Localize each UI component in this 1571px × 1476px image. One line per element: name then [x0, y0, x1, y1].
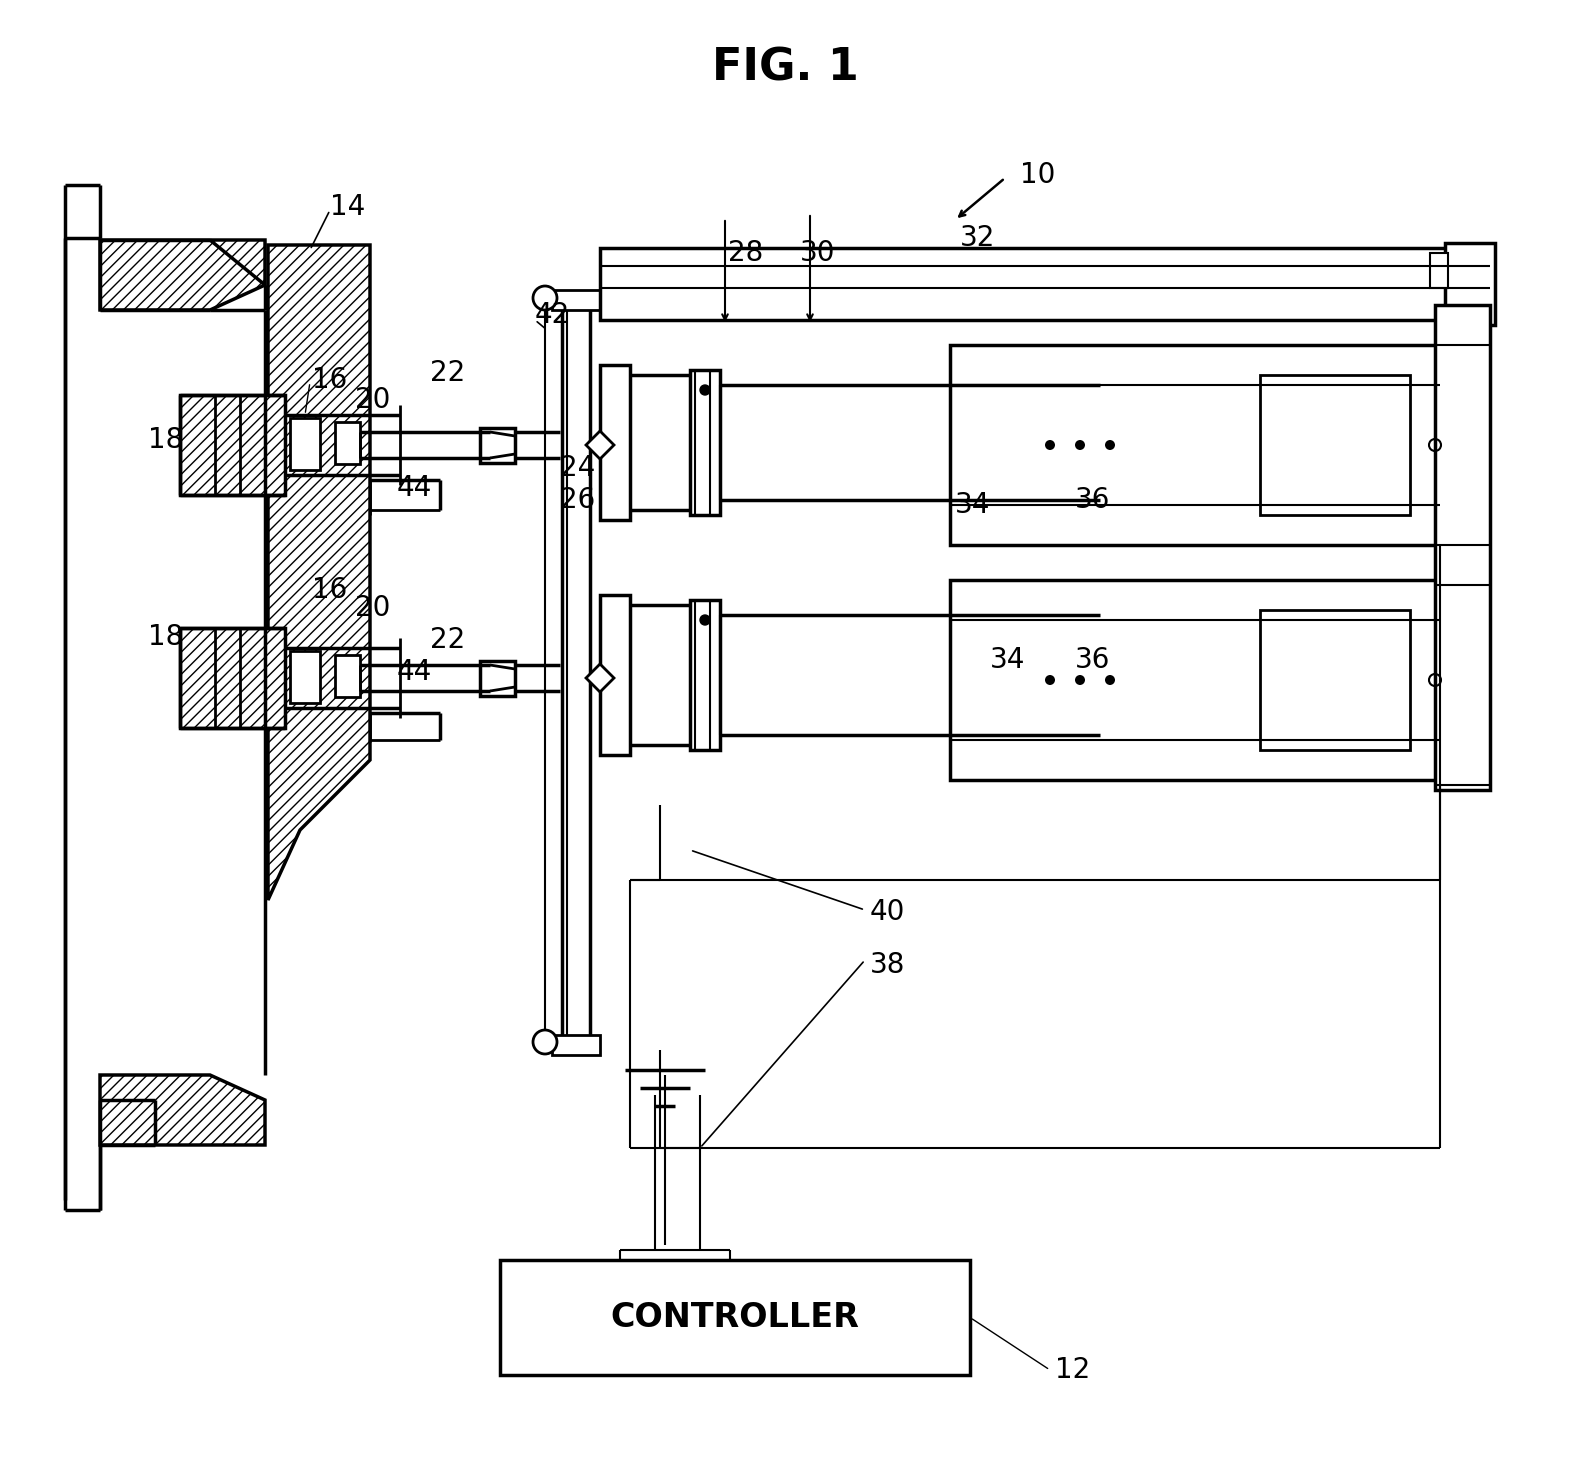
Circle shape: [533, 1030, 558, 1054]
Text: 14: 14: [330, 193, 364, 221]
Bar: [600, 365, 630, 520]
Bar: [291, 651, 320, 703]
Polygon shape: [181, 627, 284, 728]
Text: 34: 34: [955, 492, 990, 520]
Bar: [291, 418, 320, 469]
Polygon shape: [181, 396, 284, 494]
Bar: [1260, 610, 1411, 750]
Bar: [551, 289, 600, 310]
Bar: [950, 345, 1441, 545]
Circle shape: [1104, 675, 1115, 685]
Circle shape: [701, 385, 710, 396]
Bar: [335, 655, 360, 697]
Bar: [481, 661, 515, 697]
Text: CONTROLLER: CONTROLLER: [611, 1300, 859, 1334]
Circle shape: [701, 615, 710, 624]
Text: 20: 20: [355, 387, 390, 413]
Text: 34: 34: [990, 646, 1026, 675]
Text: 16: 16: [313, 366, 347, 394]
Bar: [1260, 375, 1411, 515]
Circle shape: [1075, 440, 1086, 450]
Bar: [335, 422, 360, 463]
Bar: [950, 580, 1441, 779]
Text: 26: 26: [559, 486, 595, 514]
Bar: [1445, 244, 1496, 325]
Text: 42: 42: [536, 301, 570, 329]
Text: 36: 36: [1075, 646, 1111, 675]
Bar: [551, 1035, 600, 1055]
Text: 28: 28: [727, 239, 764, 267]
Circle shape: [1104, 440, 1115, 450]
Bar: [690, 370, 720, 515]
Text: 24: 24: [559, 455, 595, 483]
Circle shape: [1075, 675, 1086, 685]
Text: 22: 22: [430, 626, 465, 654]
Bar: [690, 601, 720, 750]
Text: 36: 36: [1075, 486, 1111, 514]
Circle shape: [1045, 440, 1056, 450]
Text: 12: 12: [1056, 1356, 1090, 1384]
Bar: [600, 248, 1489, 320]
Text: 44: 44: [397, 474, 432, 502]
Text: 32: 32: [960, 224, 996, 252]
Text: 10: 10: [1020, 161, 1056, 189]
Bar: [600, 595, 630, 756]
Text: FIG. 1: FIG. 1: [712, 47, 858, 90]
Polygon shape: [101, 1075, 265, 1145]
Polygon shape: [586, 431, 614, 459]
Polygon shape: [586, 664, 614, 692]
Bar: [1430, 252, 1448, 288]
Text: 40: 40: [870, 897, 905, 925]
Text: 18: 18: [148, 427, 184, 455]
Circle shape: [1045, 675, 1056, 685]
Text: 22: 22: [430, 359, 465, 387]
Bar: [562, 295, 591, 1049]
Circle shape: [533, 286, 558, 310]
Text: 20: 20: [355, 593, 390, 621]
Bar: [1434, 306, 1489, 790]
Polygon shape: [101, 241, 265, 310]
Text: 18: 18: [148, 623, 184, 651]
Polygon shape: [269, 245, 371, 900]
Text: 44: 44: [397, 658, 432, 686]
Text: 30: 30: [800, 239, 836, 267]
Bar: [481, 428, 515, 463]
Bar: [500, 1261, 969, 1376]
Text: 38: 38: [870, 951, 905, 979]
Text: 16: 16: [313, 576, 347, 604]
